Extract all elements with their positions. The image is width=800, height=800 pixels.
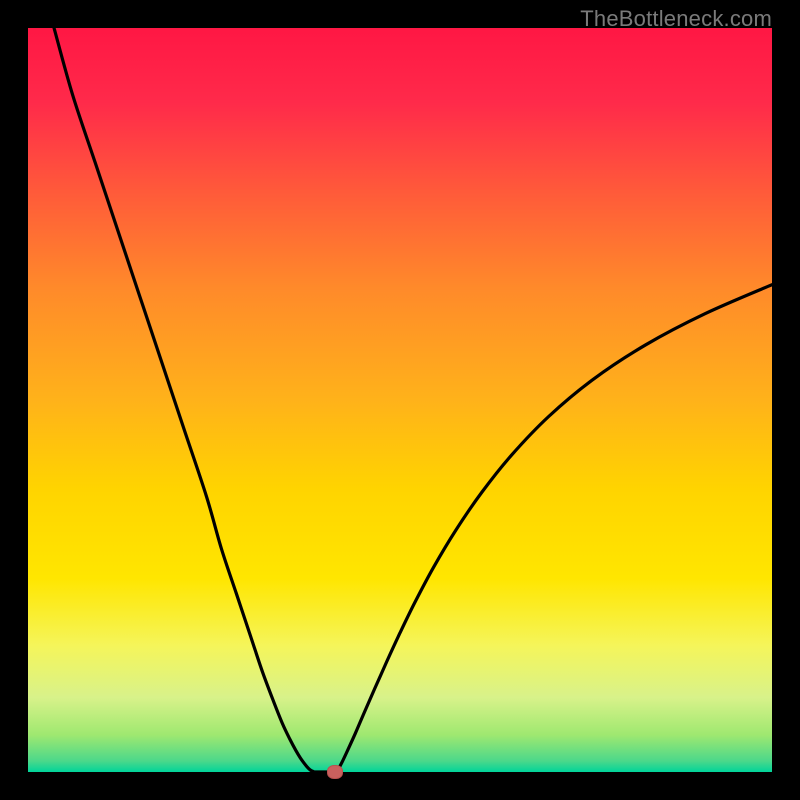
watermark-text: TheBottleneck.com [580,6,772,32]
chart-svg [0,0,800,800]
bottleneck-curve [54,28,772,773]
bottleneck-marker [327,765,343,779]
chart-stage: TheBottleneck.com [0,0,800,800]
